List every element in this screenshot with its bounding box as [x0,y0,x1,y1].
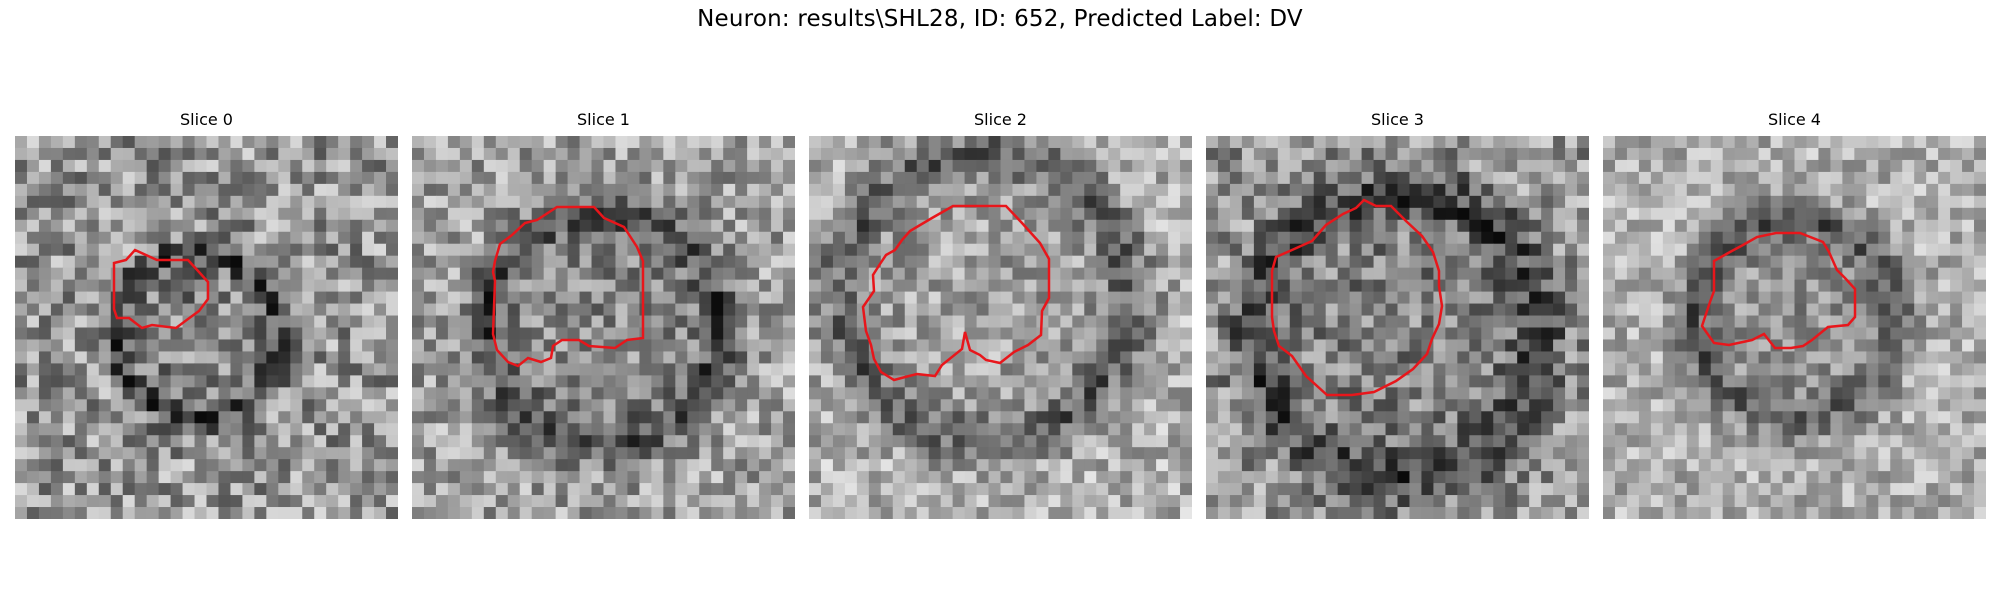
slice-title: Slice 3 [1371,110,1424,129]
slice-panel-2: Slice 2 [809,108,1192,519]
slice-title: Slice 4 [1768,110,1821,129]
slice-image [412,136,795,519]
slice-panel-3: Slice 3 [1206,108,1589,519]
slice-title: Slice 0 [180,110,233,129]
slice-image [1603,136,1986,519]
slice-panel-4: Slice 4 [1603,108,1986,519]
slice-title: Slice 2 [974,110,1027,129]
slice-image [15,136,398,519]
figure-title: Neuron: results\SHL28, ID: 652, Predicte… [697,6,1303,32]
slice-panel-1: Slice 1 [412,108,795,519]
slice-image [809,136,1192,519]
slice-panel-0: Slice 0 [15,108,398,519]
slice-image [1206,136,1589,519]
slice-title: Slice 1 [577,110,630,129]
